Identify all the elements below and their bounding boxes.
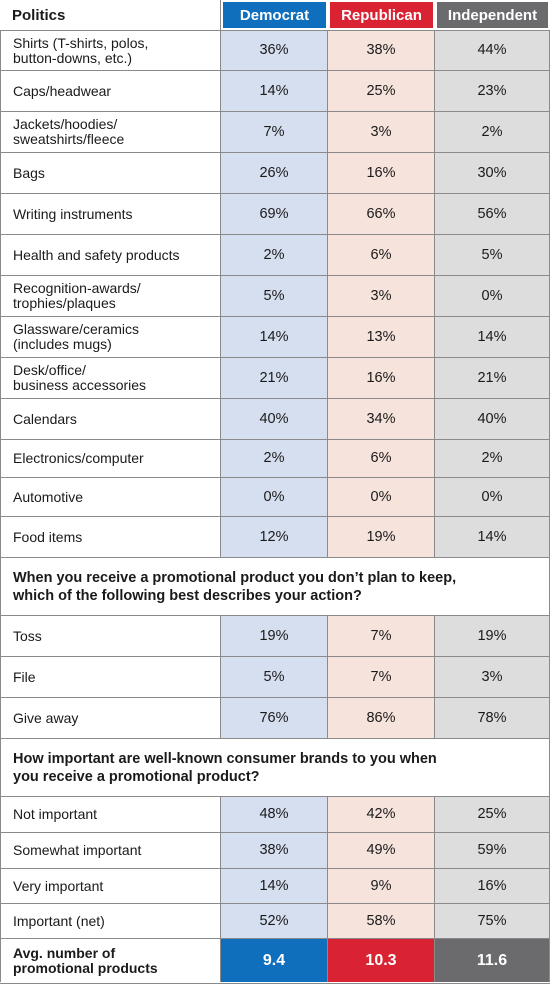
value-democrat: 7% [221, 111, 328, 152]
value-democrat: 36% [221, 30, 328, 70]
value-republican: 38% [328, 30, 435, 70]
value-democrat: 48% [221, 796, 328, 832]
table-title: Politics [0, 0, 221, 30]
value-democrat: 52% [221, 903, 328, 938]
value-independent: 2% [435, 111, 550, 152]
average-value-republican: 10.3 [328, 938, 435, 982]
row-label: Very important [0, 868, 221, 903]
row-label: Give away [0, 697, 221, 738]
value-independent: 21% [435, 357, 550, 398]
row-label: Caps/headwear [0, 70, 221, 111]
value-independent: 75% [435, 903, 550, 938]
value-republican: 66% [328, 193, 435, 234]
value-democrat: 69% [221, 193, 328, 234]
section-question-brands: How important are well-known consumer br… [0, 738, 550, 796]
value-independent: 19% [435, 615, 550, 656]
value-republican: 0% [328, 477, 435, 516]
value-republican: 34% [328, 398, 435, 439]
value-republican: 7% [328, 656, 435, 697]
value-republican: 58% [328, 903, 435, 938]
row-label: Food items [0, 516, 221, 557]
value-democrat: 5% [221, 275, 328, 316]
row-label: Writing instruments [0, 193, 221, 234]
value-independent: 0% [435, 275, 550, 316]
value-republican: 9% [328, 868, 435, 903]
row-label: Somewhat important [0, 832, 221, 868]
value-republican: 49% [328, 832, 435, 868]
value-republican: 42% [328, 796, 435, 832]
average-value-democrat: 9.4 [221, 938, 328, 982]
row-label: Desk/office/ business accessories [0, 357, 221, 398]
value-independent: 0% [435, 477, 550, 516]
value-independent: 23% [435, 70, 550, 111]
value-democrat: 12% [221, 516, 328, 557]
row-label: Calendars [0, 398, 221, 439]
value-republican: 7% [328, 615, 435, 656]
value-independent: 16% [435, 868, 550, 903]
row-label: Jackets/hoodies/ sweatshirts/fleece [0, 111, 221, 152]
value-democrat: 76% [221, 697, 328, 738]
column-header-republican: Republican [328, 0, 435, 30]
value-republican: 3% [328, 275, 435, 316]
value-democrat: 5% [221, 656, 328, 697]
value-democrat: 14% [221, 70, 328, 111]
value-democrat: 14% [221, 316, 328, 357]
value-democrat: 19% [221, 615, 328, 656]
row-label: Recognition-awards/ trophies/plaques [0, 275, 221, 316]
row-label: Electronics/computer [0, 439, 221, 477]
value-democrat: 40% [221, 398, 328, 439]
value-republican: 13% [328, 316, 435, 357]
average-label: Avg. number of promotional products [0, 938, 221, 982]
value-republican: 25% [328, 70, 435, 111]
value-independent: 14% [435, 516, 550, 557]
value-republican: 6% [328, 234, 435, 275]
row-label: Important (net) [0, 903, 221, 938]
value-independent: 25% [435, 796, 550, 832]
value-independent: 30% [435, 152, 550, 193]
value-republican: 6% [328, 439, 435, 477]
value-independent: 40% [435, 398, 550, 439]
value-republican: 16% [328, 152, 435, 193]
section-question-keep: When you receive a promotional product y… [0, 557, 550, 615]
column-header-democrat: Democrat [221, 0, 328, 30]
value-independent: 78% [435, 697, 550, 738]
value-democrat: 26% [221, 152, 328, 193]
value-democrat: 2% [221, 439, 328, 477]
value-independent: 2% [435, 439, 550, 477]
value-independent: 44% [435, 30, 550, 70]
value-independent: 5% [435, 234, 550, 275]
value-democrat: 21% [221, 357, 328, 398]
value-independent: 56% [435, 193, 550, 234]
average-value-independent: 11.6 [435, 938, 550, 982]
row-label: Toss [0, 615, 221, 656]
value-republican: 3% [328, 111, 435, 152]
value-independent: 59% [435, 832, 550, 868]
row-label: Shirts (T-shirts, polos, button-downs, e… [0, 30, 221, 70]
value-democrat: 2% [221, 234, 328, 275]
value-democrat: 14% [221, 868, 328, 903]
row-label: Not important [0, 796, 221, 832]
row-label: Automotive [0, 477, 221, 516]
row-label: Bags [0, 152, 221, 193]
value-democrat: 0% [221, 477, 328, 516]
value-republican: 86% [328, 697, 435, 738]
value-democrat: 38% [221, 832, 328, 868]
row-label: File [0, 656, 221, 697]
value-republican: 16% [328, 357, 435, 398]
value-independent: 3% [435, 656, 550, 697]
row-label: Glassware/ceramics (includes mugs) [0, 316, 221, 357]
value-independent: 14% [435, 316, 550, 357]
row-label: Health and safety products [0, 234, 221, 275]
value-republican: 19% [328, 516, 435, 557]
column-header-independent: Independent [435, 0, 550, 30]
